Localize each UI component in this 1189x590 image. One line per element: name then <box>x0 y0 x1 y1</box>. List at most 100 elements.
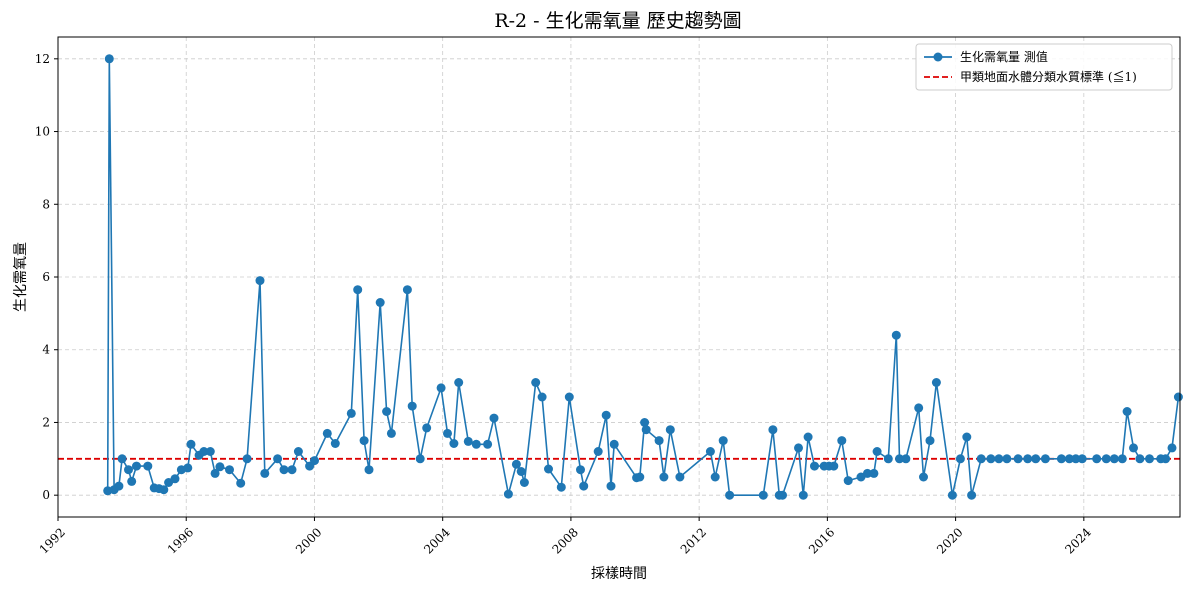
data-point <box>1013 454 1023 464</box>
data-point <box>606 481 616 491</box>
x-tick-label: 2020 <box>934 525 965 556</box>
data-point <box>1077 454 1087 464</box>
data-point <box>635 472 645 482</box>
data-point <box>1145 454 1154 464</box>
data-point <box>215 462 225 472</box>
data-point <box>310 456 319 466</box>
x-axis-label: 採樣時間 <box>591 565 647 582</box>
data-point <box>1040 454 1050 464</box>
data-point <box>564 392 574 402</box>
y-axis-ticks: 0 2 4 6 8 10 12 <box>35 52 58 502</box>
data-point <box>127 476 137 486</box>
data-point <box>114 481 124 491</box>
data-point <box>330 439 340 448</box>
data-point <box>143 461 153 471</box>
legend-reference-label: 甲類地面水體分類水質標準 (≦1) <box>960 69 1137 84</box>
data-point <box>1092 454 1102 464</box>
x-tick-label: 2012 <box>678 525 709 556</box>
data-point <box>609 439 619 449</box>
data-point <box>654 436 664 446</box>
data-point <box>962 432 972 442</box>
data-point <box>955 454 965 464</box>
x-tick-label: 1992 <box>37 525 68 556</box>
data-point <box>843 476 853 486</box>
data-point <box>794 443 803 453</box>
data-point <box>407 401 417 411</box>
x-tick-label: 2004 <box>421 525 453 557</box>
y-tick-label: 0 <box>42 488 50 502</box>
data-point <box>640 418 650 427</box>
data-point <box>104 54 114 64</box>
data-point <box>279 465 289 475</box>
data-point <box>516 467 526 476</box>
data-point <box>869 468 879 478</box>
data-point <box>449 439 459 448</box>
x-tick-label: 2000 <box>293 525 324 556</box>
data-point <box>242 454 252 464</box>
data-point <box>199 447 209 456</box>
data-point <box>862 468 872 478</box>
data-point <box>322 428 332 438</box>
data-point <box>925 436 935 446</box>
legend-series-marker <box>933 52 943 62</box>
y-tick-label: 4 <box>42 343 50 357</box>
data-point <box>159 485 169 495</box>
data-point <box>236 478 246 488</box>
legend-series-label: 生化需氧量 測值 <box>960 49 1048 64</box>
x-tick-label: 2008 <box>549 525 580 556</box>
data-point <box>463 436 473 446</box>
data-point <box>260 468 270 478</box>
data-point <box>810 461 819 471</box>
grid-lines <box>57 37 1180 517</box>
x-tick-label: 2016 <box>806 525 837 556</box>
data-point <box>1023 454 1033 464</box>
data-point <box>364 465 374 475</box>
data-point <box>225 465 234 475</box>
data-point <box>471 439 481 449</box>
data-point <box>1117 454 1127 464</box>
y-tick-label: 10 <box>35 125 50 139</box>
data-point <box>1122 407 1132 416</box>
data-point <box>186 439 196 449</box>
data-point <box>359 436 369 446</box>
y-tick-label: 12 <box>35 52 50 66</box>
data-point <box>705 447 715 456</box>
data-point <box>375 298 385 307</box>
data-point <box>415 454 425 464</box>
data-point <box>1135 454 1145 464</box>
data-point <box>901 454 911 464</box>
data-point <box>576 465 585 475</box>
data-point <box>273 454 283 464</box>
data-point <box>1173 392 1183 402</box>
data-point <box>544 464 553 474</box>
data-point <box>994 454 1004 464</box>
x-axis-ticks: 1992 1996 2000 2004 2008 2012 2016 2020 2024 <box>37 517 1094 557</box>
data-point <box>837 436 847 446</box>
data-point <box>293 447 303 456</box>
data-point <box>659 472 669 482</box>
data-point <box>725 490 735 500</box>
data-point <box>914 403 924 413</box>
data-point <box>895 454 904 464</box>
data-point <box>883 454 893 464</box>
data-point <box>1167 443 1177 453</box>
data-point <box>675 472 685 482</box>
data-point <box>931 378 941 387</box>
data-point <box>183 463 193 473</box>
data-point <box>829 461 839 471</box>
data-point <box>511 459 521 469</box>
x-tick-label: 2024 <box>1062 525 1094 557</box>
data-point <box>967 490 977 500</box>
legend-box <box>915 43 1173 91</box>
chart-title: R-2 - 生化需氧量 歷史趨勢圖 <box>494 10 741 32</box>
data-point <box>641 425 651 435</box>
y-tick-label: 8 <box>42 197 50 211</box>
data-point <box>601 410 611 420</box>
data-point <box>503 489 513 499</box>
data-point <box>1161 454 1171 464</box>
data-point <box>170 474 180 484</box>
data-point <box>422 423 432 433</box>
data-point <box>710 472 720 482</box>
series-layer <box>103 54 1183 500</box>
